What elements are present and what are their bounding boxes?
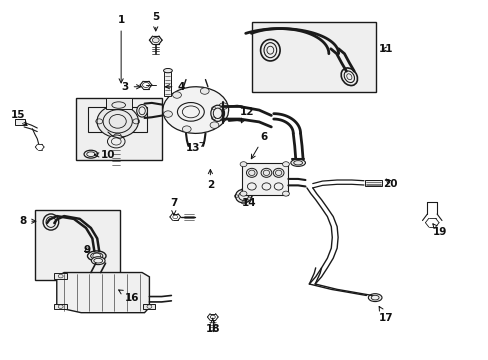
Bar bbox=[251, 22, 375, 92]
Circle shape bbox=[240, 191, 246, 196]
Text: 5: 5 bbox=[152, 12, 159, 31]
Polygon shape bbox=[57, 273, 149, 313]
Ellipse shape bbox=[341, 68, 357, 86]
Text: 4: 4 bbox=[165, 82, 184, 92]
Bar bbox=[163, 72, 171, 96]
Ellipse shape bbox=[290, 159, 305, 166]
Ellipse shape bbox=[210, 105, 224, 121]
Text: 12: 12 bbox=[239, 107, 254, 123]
Bar bbox=[105, 98, 132, 109]
Circle shape bbox=[210, 122, 219, 129]
Text: 13: 13 bbox=[185, 143, 204, 153]
Bar bbox=[54, 304, 66, 309]
Circle shape bbox=[240, 162, 246, 167]
Text: 11: 11 bbox=[378, 44, 392, 54]
Ellipse shape bbox=[163, 87, 228, 134]
Circle shape bbox=[163, 111, 172, 117]
Ellipse shape bbox=[367, 294, 381, 302]
Text: 17: 17 bbox=[378, 306, 392, 323]
Text: 14: 14 bbox=[242, 198, 256, 208]
Text: 7: 7 bbox=[170, 198, 177, 215]
Circle shape bbox=[182, 126, 191, 132]
Circle shape bbox=[282, 191, 289, 196]
Ellipse shape bbox=[235, 189, 251, 203]
Text: 9: 9 bbox=[84, 245, 91, 255]
Ellipse shape bbox=[43, 214, 59, 230]
Bar bbox=[143, 304, 155, 309]
Bar bbox=[54, 273, 66, 279]
Ellipse shape bbox=[97, 105, 138, 138]
Ellipse shape bbox=[163, 68, 172, 73]
Ellipse shape bbox=[273, 168, 284, 177]
Ellipse shape bbox=[87, 251, 106, 261]
Text: 6: 6 bbox=[251, 132, 267, 159]
Circle shape bbox=[219, 103, 227, 109]
Text: 3: 3 bbox=[121, 82, 141, 92]
Ellipse shape bbox=[260, 40, 280, 61]
Text: 16: 16 bbox=[119, 290, 139, 303]
Text: 20: 20 bbox=[383, 179, 397, 189]
Polygon shape bbox=[88, 107, 147, 132]
Text: 19: 19 bbox=[431, 224, 446, 237]
Ellipse shape bbox=[91, 257, 105, 265]
Bar bbox=[76, 98, 161, 160]
Circle shape bbox=[282, 162, 289, 167]
Ellipse shape bbox=[137, 104, 147, 117]
Text: 10: 10 bbox=[95, 150, 115, 160]
Circle shape bbox=[172, 92, 181, 98]
Text: 15: 15 bbox=[10, 111, 27, 126]
Circle shape bbox=[200, 88, 209, 94]
Bar bbox=[35, 211, 120, 280]
Bar bbox=[15, 119, 25, 125]
Text: 2: 2 bbox=[206, 170, 214, 190]
Ellipse shape bbox=[261, 168, 271, 177]
Text: 8: 8 bbox=[19, 216, 36, 226]
Circle shape bbox=[152, 38, 159, 42]
Ellipse shape bbox=[246, 168, 257, 177]
Polygon shape bbox=[242, 163, 288, 195]
Text: 1: 1 bbox=[117, 15, 124, 83]
Circle shape bbox=[107, 135, 125, 148]
Bar bbox=[365, 180, 382, 186]
Text: 18: 18 bbox=[205, 318, 220, 334]
